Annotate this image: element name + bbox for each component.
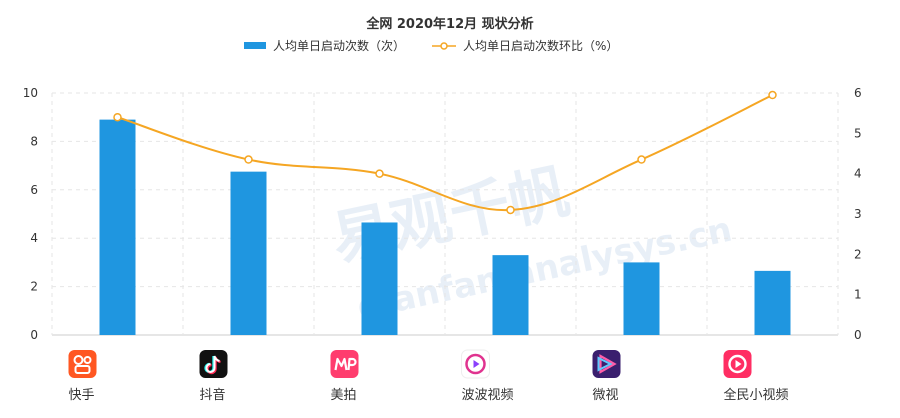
douyin-glyph-white <box>205 355 220 373</box>
line-point-1 <box>244 155 253 164</box>
category-label-1: 抖音 <box>200 387 226 403</box>
chart-title: 全网 2020年12月 现状分析 <box>365 16 533 32</box>
kuaishou-glyph-a <box>73 355 84 365</box>
line-point-5 <box>768 90 777 100</box>
kuaishou-icon <box>68 350 97 378</box>
right-y-axis: 0 1 2 3 4 5 6 <box>854 86 862 342</box>
bar-0 <box>99 119 136 336</box>
category-label-4: 微视 <box>593 388 619 403</box>
line-path <box>117 94 773 211</box>
quanmin-glyph-play <box>735 360 742 368</box>
left-y-axis: 0 2 4 6 8 10 <box>23 86 38 342</box>
line-point-3 <box>506 205 515 215</box>
bar-1 <box>230 171 267 335</box>
category-label-3: 波波视频 <box>462 388 514 403</box>
right-tick-label-2: 2 <box>854 247 862 261</box>
line-point-0 <box>113 112 122 122</box>
quanmin-icon <box>723 350 752 378</box>
line-point-4 <box>637 155 646 164</box>
weishi-glyph-a <box>599 354 617 374</box>
bar-2 <box>361 222 398 335</box>
category-label-2: 美拍 <box>331 388 357 403</box>
left-tick-label-2: 4 <box>30 231 38 245</box>
legend-bar-swatch <box>244 42 266 49</box>
left-tick-label-1: 2 <box>30 280 38 294</box>
right-tick-label-0: 0 <box>854 328 862 342</box>
weishi-icon <box>592 350 621 378</box>
left-tick-label-3: 6 <box>30 183 38 197</box>
left-tick-label-0: 0 <box>30 328 38 342</box>
meipai-icon <box>330 350 359 378</box>
kuaishou-glyph-c <box>74 365 91 374</box>
line-series <box>113 90 777 215</box>
bobo-icon <box>461 349 490 379</box>
right-tick-label-3: 3 <box>854 207 862 221</box>
legend-line-label: 人均单日启动次数环比（%） <box>463 38 618 53</box>
right-tick-label-5: 5 <box>854 126 862 140</box>
left-tick-label-4: 8 <box>30 134 38 148</box>
grid <box>51 92 839 336</box>
bar-series <box>99 119 791 336</box>
bar-3 <box>492 255 529 335</box>
left-tick-label-5: 10 <box>23 86 38 100</box>
right-tick-label-4: 4 <box>854 167 862 181</box>
legend-bar-label: 人均单日启动次数（次） <box>273 38 405 53</box>
right-tick-label-1: 1 <box>854 288 862 302</box>
legend-line-marker <box>440 42 448 50</box>
douyin-icon <box>199 350 228 378</box>
bobo-glyph-ring <box>465 353 486 375</box>
line-point-2 <box>375 169 384 178</box>
category-axis: 快手 抖音 美拍 波波视频 微视 全民小视频 <box>68 349 789 403</box>
quanmin-glyph-ring <box>728 354 747 374</box>
right-tick-label-6: 6 <box>854 86 862 100</box>
meipai-glyph <box>334 357 357 371</box>
weishi-glyph-b <box>597 356 613 372</box>
kuaishou-glyph-b <box>83 356 92 364</box>
bar-4 <box>623 262 660 335</box>
bobo-glyph-play <box>473 360 480 368</box>
bar-5 <box>754 270 791 335</box>
category-label-0: 快手 <box>69 388 95 403</box>
legend: 人均单日启动次数（次） 人均单日启动次数环比（%） <box>244 38 618 53</box>
category-label-5: 全民小视频 <box>724 387 789 403</box>
